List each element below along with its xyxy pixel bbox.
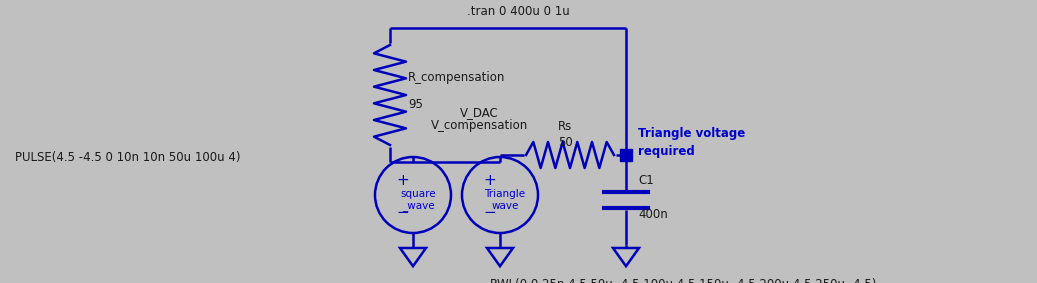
Text: Triangle
wave: Triangle wave	[484, 189, 526, 211]
Text: R_compensation: R_compensation	[408, 70, 505, 83]
Text: V_compensation: V_compensation	[431, 119, 528, 132]
Text: Rs: Rs	[558, 121, 572, 134]
Text: .tran 0 400u 0 1u: .tran 0 400u 0 1u	[467, 5, 569, 18]
Text: required: required	[638, 145, 695, 158]
Text: Triangle voltage: Triangle voltage	[638, 127, 746, 140]
Text: −: −	[396, 205, 410, 220]
Text: PULSE(4.5 -4.5 0 10n 10n 50u 100u 4): PULSE(4.5 -4.5 0 10n 10n 50u 100u 4)	[15, 151, 241, 164]
Text: PWL(0 0 25n 4.5 50u -4.5 100u 4.5 150u -4.5 200u 4.5 250u -4.5): PWL(0 0 25n 4.5 50u -4.5 100u 4.5 150u -…	[491, 278, 876, 283]
Text: 50: 50	[558, 136, 572, 149]
Text: V_DAC: V_DAC	[460, 106, 499, 119]
Text: C1: C1	[638, 173, 653, 186]
Text: +: +	[483, 173, 497, 188]
Text: −: −	[483, 205, 497, 220]
Text: +: +	[396, 173, 410, 188]
Text: 400n: 400n	[638, 209, 668, 222]
Text: 95: 95	[408, 98, 423, 112]
Text: square
_wave: square _wave	[400, 189, 436, 211]
Bar	[620, 149, 632, 161]
